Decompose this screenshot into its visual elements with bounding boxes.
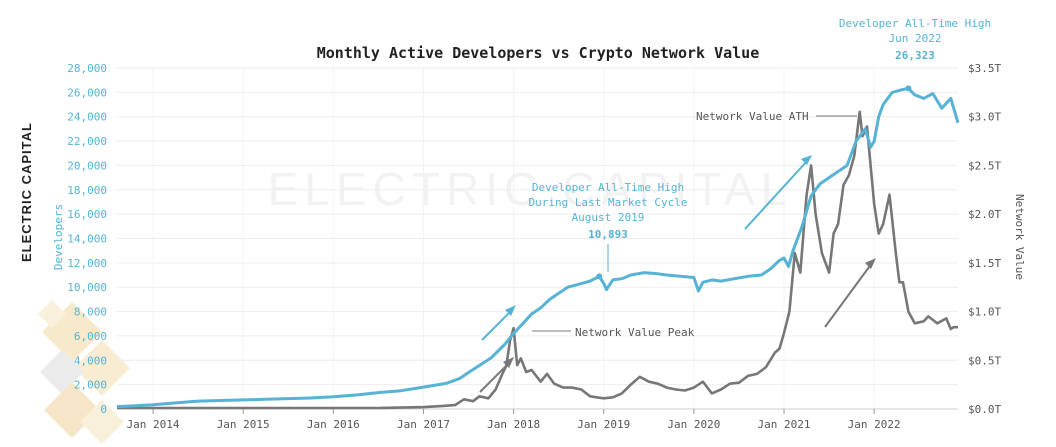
y-tick-label: 28,000	[67, 62, 107, 75]
annotation-nv-peak: Network Value Peak	[532, 326, 695, 339]
y-tick-label: 24,000	[67, 111, 107, 124]
x-tick-label: Jan 2019	[577, 418, 630, 431]
annotation-nv-ath-text: Network Value ATH	[696, 110, 809, 123]
nv-arrow-2017-head	[503, 357, 514, 368]
y2-tick-label: $0.0T	[968, 403, 1001, 416]
annotation-dev-ath: Developer All-Time High Jun 2022 26,323	[839, 17, 991, 62]
y2-tick-label: $2.0T	[968, 208, 1001, 221]
y-tick-label: 10,000	[67, 281, 107, 294]
annotation-dev-ath-line1: Developer All-Time High	[839, 17, 991, 30]
series-lines	[116, 85, 960, 410]
x-tick-label: Jan 2016	[307, 418, 360, 431]
x-tick-label: Jan 2018	[487, 418, 540, 431]
y-tick-label: 18,000	[67, 184, 107, 197]
y-tick-label: 20,000	[67, 159, 107, 172]
x-tick-label: Jan 2021	[758, 418, 811, 431]
y2-tick-label: $2.5T	[968, 159, 1001, 172]
dev-arrow-2020	[744, 159, 809, 230]
dev-arrow-2017	[481, 309, 513, 341]
point-dev-ath	[905, 85, 912, 92]
chart-title: Monthly Active Developers vs Crypto Netw…	[317, 44, 760, 62]
nv-arrow-2017	[479, 361, 511, 393]
trend-arrows	[479, 155, 876, 393]
annotation-nv-peak-text: Network Value Peak	[575, 326, 695, 339]
x-tick-label: Jan 2020	[667, 418, 720, 431]
x-tick-label: Jan 2014	[127, 418, 180, 431]
y-tick-label: 2,000	[74, 379, 107, 392]
annotation-dev-ath-line2: Jun 2022	[889, 32, 942, 45]
y-tick-label: 14,000	[67, 233, 107, 246]
point-dev-cycle-high	[596, 273, 603, 280]
brand-mosaic-decoration	[38, 300, 130, 444]
annotation-dev-cycle-value: 10,893	[588, 228, 628, 241]
annotation-dev-cycle-line3: August 2019	[572, 211, 645, 224]
y-tick-label: 12,000	[67, 257, 107, 270]
x-tick-label: Jan 2017	[397, 418, 450, 431]
brand-logo: ELECTRIC CAPITAL	[19, 122, 34, 262]
annotation-dev-cycle-line1: Developer All-Time High	[532, 181, 684, 194]
y-axis-label: Developers	[52, 204, 65, 270]
y-tick-label: 4,000	[74, 354, 107, 367]
y2-tick-label: $0.5T	[968, 354, 1001, 367]
y-axis-ticks: 0 2,000 4,000 6,000 8,000 10,000 12,000 14,000 1…	[67, 62, 107, 416]
watermark: ELECTRIC CAPITAL	[268, 163, 793, 215]
annotation-dev-ath-value: 26,323	[895, 49, 935, 62]
series-line-network-value	[117, 110, 958, 410]
dev-arrow-2020-head	[801, 155, 812, 165]
y2-tick-label: $3.5T	[968, 62, 1001, 75]
y-tick-label: 0	[100, 403, 107, 416]
y2-tick-label: $3.0T	[968, 111, 1001, 124]
y2-axis-label: Network Value	[1013, 194, 1026, 280]
y-tick-label: 22,000	[67, 135, 107, 148]
annotation-nv-ath: Network Value ATH	[696, 110, 857, 123]
nv-arrow-2021-head	[865, 258, 876, 269]
dev-arrow-2017-head	[505, 305, 516, 316]
y2-tick-label: $1.0T	[968, 306, 1001, 319]
series-line-developers	[116, 86, 960, 409]
y-tick-label: 6,000	[74, 330, 107, 343]
y-tick-label: 8,000	[74, 306, 107, 319]
y2-axis-ticks: $0.0T $0.5T $1.0T $1.5T $2.0T $2.5T $3.0T $3.5T	[968, 62, 1001, 416]
annotation-dev-cycle: Developer All-Time High During Last Mark…	[529, 181, 688, 272]
x-tick-label: Jan 2022	[848, 418, 901, 431]
x-tick-label: Jan 2015	[217, 418, 270, 431]
nv-arrow-2021	[824, 262, 873, 328]
x-axis-ticks: Jan 2014 Jan 2015 Jan 2016 Jan 2017 Jan 2018…	[127, 409, 901, 431]
y-tick-label: 26,000	[67, 86, 107, 99]
annotation-dev-cycle-line2: During Last Market Cycle	[529, 196, 688, 209]
y2-tick-label: $1.5T	[968, 257, 1001, 270]
y-tick-label: 16,000	[67, 208, 107, 221]
